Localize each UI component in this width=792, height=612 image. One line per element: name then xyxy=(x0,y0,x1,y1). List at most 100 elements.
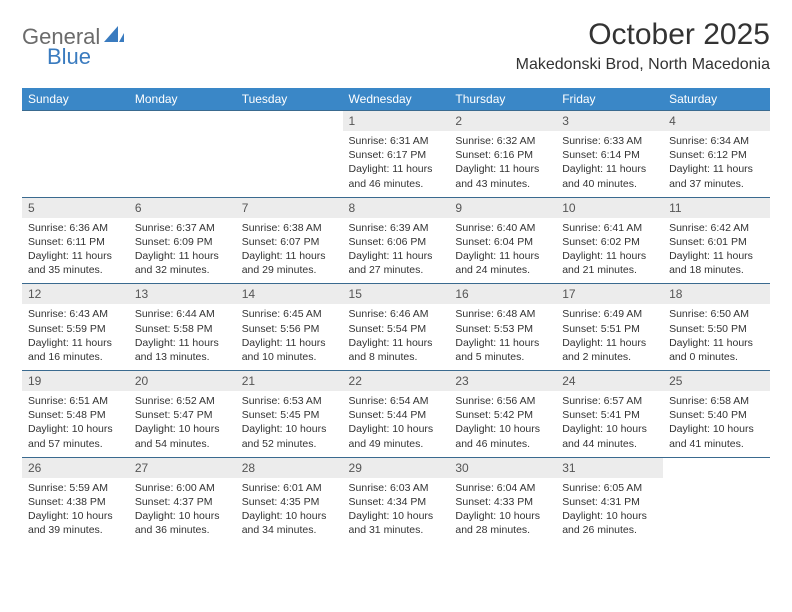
sunset-line: Sunset: 5:40 PM xyxy=(669,408,764,422)
day-number: 21 xyxy=(236,371,343,391)
day-number: 12 xyxy=(22,284,129,304)
day-number: 25 xyxy=(663,371,770,391)
cell-details: Sunrise: 6:31 AMSunset: 6:17 PMDaylight:… xyxy=(343,131,450,197)
sunset-line: Sunset: 4:33 PM xyxy=(455,495,550,509)
weekday-header: Wednesday xyxy=(343,88,450,111)
sunset-line: Sunset: 6:14 PM xyxy=(562,148,657,162)
calendar-cell: 11Sunrise: 6:42 AMSunset: 6:01 PMDayligh… xyxy=(663,197,770,284)
day-number: 4 xyxy=(663,111,770,131)
cell-details: Sunrise: 6:57 AMSunset: 5:41 PMDaylight:… xyxy=(556,391,663,457)
calendar-cell: 7Sunrise: 6:38 AMSunset: 6:07 PMDaylight… xyxy=(236,197,343,284)
day-number: 15 xyxy=(343,284,450,304)
sunrise-line: Sunrise: 6:56 AM xyxy=(455,394,550,408)
cell-details: Sunrise: 6:33 AMSunset: 6:14 PMDaylight:… xyxy=(556,131,663,197)
day-number: 1 xyxy=(343,111,450,131)
cell-details: Sunrise: 6:01 AMSunset: 4:35 PMDaylight:… xyxy=(236,478,343,544)
day-number: 10 xyxy=(556,198,663,218)
calendar-cell: 21Sunrise: 6:53 AMSunset: 5:45 PMDayligh… xyxy=(236,371,343,458)
cell-details: Sunrise: 6:58 AMSunset: 5:40 PMDaylight:… xyxy=(663,391,770,457)
sunrise-line: Sunrise: 6:48 AM xyxy=(455,307,550,321)
logo-sail-icon xyxy=(104,26,124,49)
cell-details: Sunrise: 6:32 AMSunset: 6:16 PMDaylight:… xyxy=(449,131,556,197)
day-number: 11 xyxy=(663,198,770,218)
cell-details: Sunrise: 6:37 AMSunset: 6:09 PMDaylight:… xyxy=(129,218,236,284)
sunset-line: Sunset: 5:48 PM xyxy=(28,408,123,422)
sunrise-line: Sunrise: 6:04 AM xyxy=(455,481,550,495)
sunset-line: Sunset: 6:09 PM xyxy=(135,235,230,249)
cell-details: Sunrise: 6:05 AMSunset: 4:31 PMDaylight:… xyxy=(556,478,663,544)
sunset-line: Sunset: 5:45 PM xyxy=(242,408,337,422)
sunset-line: Sunset: 4:34 PM xyxy=(349,495,444,509)
daylight-line: Daylight: 11 hours and 10 minutes. xyxy=(242,336,337,364)
cell-details: Sunrise: 6:44 AMSunset: 5:58 PMDaylight:… xyxy=(129,304,236,370)
sunrise-line: Sunrise: 6:43 AM xyxy=(28,307,123,321)
daylight-line: Daylight: 11 hours and 0 minutes. xyxy=(669,336,764,364)
weekday-header-row: SundayMondayTuesdayWednesdayThursdayFrid… xyxy=(22,88,770,111)
calendar-cell: 8Sunrise: 6:39 AMSunset: 6:06 PMDaylight… xyxy=(343,197,450,284)
sunrise-line: Sunrise: 6:03 AM xyxy=(349,481,444,495)
sunrise-line: Sunrise: 6:51 AM xyxy=(28,394,123,408)
calendar-cell xyxy=(129,111,236,198)
page-header: General October 2025 Makedonski Brod, No… xyxy=(22,18,770,74)
daylight-line: Daylight: 11 hours and 29 minutes. xyxy=(242,249,337,277)
sunset-line: Sunset: 5:53 PM xyxy=(455,322,550,336)
day-number: 3 xyxy=(556,111,663,131)
sunrise-line: Sunrise: 6:50 AM xyxy=(669,307,764,321)
cell-details: Sunrise: 6:00 AMSunset: 4:37 PMDaylight:… xyxy=(129,478,236,544)
sunrise-line: Sunrise: 6:38 AM xyxy=(242,221,337,235)
daylight-line: Daylight: 10 hours and 26 minutes. xyxy=(562,509,657,537)
daylight-line: Daylight: 10 hours and 44 minutes. xyxy=(562,422,657,450)
cell-details: Sunrise: 6:49 AMSunset: 5:51 PMDaylight:… xyxy=(556,304,663,370)
sunrise-line: Sunrise: 6:41 AM xyxy=(562,221,657,235)
sunset-line: Sunset: 5:50 PM xyxy=(669,322,764,336)
day-number: 22 xyxy=(343,371,450,391)
calendar-cell xyxy=(236,111,343,198)
sunset-line: Sunset: 6:17 PM xyxy=(349,148,444,162)
sunset-line: Sunset: 4:31 PM xyxy=(562,495,657,509)
sunset-line: Sunset: 5:47 PM xyxy=(135,408,230,422)
sunrise-line: Sunrise: 6:32 AM xyxy=(455,134,550,148)
calendar-cell: 27Sunrise: 6:00 AMSunset: 4:37 PMDayligh… xyxy=(129,457,236,543)
cell-details: Sunrise: 6:50 AMSunset: 5:50 PMDaylight:… xyxy=(663,304,770,370)
day-number xyxy=(22,111,129,131)
day-number: 8 xyxy=(343,198,450,218)
sunrise-line: Sunrise: 6:00 AM xyxy=(135,481,230,495)
calendar-row: 1Sunrise: 6:31 AMSunset: 6:17 PMDaylight… xyxy=(22,111,770,198)
cell-details: Sunrise: 6:56 AMSunset: 5:42 PMDaylight:… xyxy=(449,391,556,457)
daylight-line: Daylight: 11 hours and 40 minutes. xyxy=(562,162,657,190)
sunset-line: Sunset: 6:06 PM xyxy=(349,235,444,249)
calendar-cell: 29Sunrise: 6:03 AMSunset: 4:34 PMDayligh… xyxy=(343,457,450,543)
cell-details: Sunrise: 6:52 AMSunset: 5:47 PMDaylight:… xyxy=(129,391,236,457)
sunrise-line: Sunrise: 6:45 AM xyxy=(242,307,337,321)
cell-details: Sunrise: 6:03 AMSunset: 4:34 PMDaylight:… xyxy=(343,478,450,544)
weekday-header: Thursday xyxy=(449,88,556,111)
day-number: 17 xyxy=(556,284,663,304)
calendar-cell: 15Sunrise: 6:46 AMSunset: 5:54 PMDayligh… xyxy=(343,284,450,371)
cell-details: Sunrise: 6:48 AMSunset: 5:53 PMDaylight:… xyxy=(449,304,556,370)
cell-details: Sunrise: 6:45 AMSunset: 5:56 PMDaylight:… xyxy=(236,304,343,370)
daylight-line: Daylight: 11 hours and 2 minutes. xyxy=(562,336,657,364)
sunrise-line: Sunrise: 6:52 AM xyxy=(135,394,230,408)
daylight-line: Daylight: 10 hours and 41 minutes. xyxy=(669,422,764,450)
calendar-cell: 14Sunrise: 6:45 AMSunset: 5:56 PMDayligh… xyxy=(236,284,343,371)
calendar-cell: 25Sunrise: 6:58 AMSunset: 5:40 PMDayligh… xyxy=(663,371,770,458)
calendar-cell xyxy=(663,457,770,543)
daylight-line: Daylight: 11 hours and 35 minutes. xyxy=(28,249,123,277)
day-number: 14 xyxy=(236,284,343,304)
sunset-line: Sunset: 4:37 PM xyxy=(135,495,230,509)
calendar-cell: 20Sunrise: 6:52 AMSunset: 5:47 PMDayligh… xyxy=(129,371,236,458)
sunrise-line: Sunrise: 5:59 AM xyxy=(28,481,123,495)
day-number: 24 xyxy=(556,371,663,391)
sunrise-line: Sunrise: 6:34 AM xyxy=(669,134,764,148)
sunrise-line: Sunrise: 6:44 AM xyxy=(135,307,230,321)
calendar-cell: 6Sunrise: 6:37 AMSunset: 6:09 PMDaylight… xyxy=(129,197,236,284)
cell-details: Sunrise: 6:40 AMSunset: 6:04 PMDaylight:… xyxy=(449,218,556,284)
weekday-header: Sunday xyxy=(22,88,129,111)
calendar-cell: 9Sunrise: 6:40 AMSunset: 6:04 PMDaylight… xyxy=(449,197,556,284)
sunset-line: Sunset: 5:56 PM xyxy=(242,322,337,336)
daylight-line: Daylight: 11 hours and 27 minutes. xyxy=(349,249,444,277)
location-label: Makedonski Brod, North Macedonia xyxy=(516,56,770,74)
daylight-line: Daylight: 11 hours and 37 minutes. xyxy=(669,162,764,190)
calendar-cell: 28Sunrise: 6:01 AMSunset: 4:35 PMDayligh… xyxy=(236,457,343,543)
day-number: 7 xyxy=(236,198,343,218)
